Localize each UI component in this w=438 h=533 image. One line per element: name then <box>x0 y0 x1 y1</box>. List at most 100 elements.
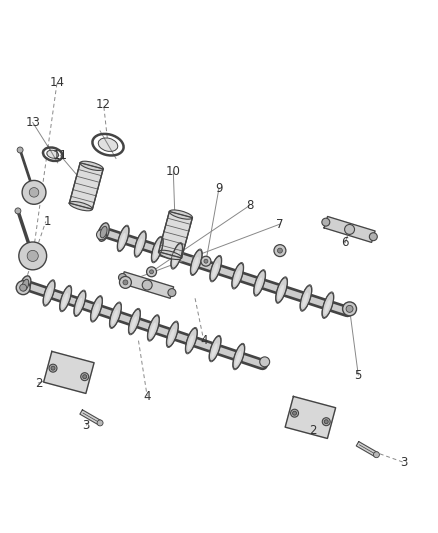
Circle shape <box>260 357 270 367</box>
Circle shape <box>123 280 128 285</box>
Circle shape <box>149 270 154 274</box>
Ellipse shape <box>134 232 146 256</box>
Ellipse shape <box>120 233 126 248</box>
Text: 10: 10 <box>166 165 181 177</box>
Ellipse shape <box>210 256 222 281</box>
Ellipse shape <box>324 300 330 314</box>
Text: 1: 1 <box>43 215 51 228</box>
Ellipse shape <box>171 244 182 268</box>
Ellipse shape <box>100 227 107 238</box>
Ellipse shape <box>276 278 287 302</box>
Circle shape <box>97 420 103 426</box>
Circle shape <box>322 218 330 226</box>
Ellipse shape <box>117 226 129 251</box>
Text: 8: 8 <box>246 199 253 212</box>
Ellipse shape <box>154 244 159 259</box>
Circle shape <box>20 284 27 291</box>
Ellipse shape <box>212 263 218 278</box>
Circle shape <box>277 248 283 253</box>
Circle shape <box>343 302 357 316</box>
Circle shape <box>346 305 353 312</box>
Circle shape <box>83 375 87 378</box>
Ellipse shape <box>80 161 103 171</box>
Ellipse shape <box>20 276 31 294</box>
Text: 5: 5 <box>355 369 362 382</box>
Ellipse shape <box>148 316 159 340</box>
Ellipse shape <box>98 223 109 241</box>
Polygon shape <box>69 163 103 209</box>
Circle shape <box>51 366 55 370</box>
Ellipse shape <box>69 201 92 211</box>
Ellipse shape <box>209 336 221 361</box>
Circle shape <box>369 233 377 241</box>
Ellipse shape <box>43 281 55 305</box>
Ellipse shape <box>62 293 68 308</box>
Ellipse shape <box>129 309 140 334</box>
Ellipse shape <box>60 286 71 311</box>
Circle shape <box>293 411 297 415</box>
Circle shape <box>119 273 127 281</box>
Ellipse shape <box>302 293 308 308</box>
Ellipse shape <box>235 351 241 366</box>
Circle shape <box>49 364 57 372</box>
Ellipse shape <box>212 343 217 358</box>
Text: 6: 6 <box>342 236 349 249</box>
Ellipse shape <box>256 277 262 292</box>
Circle shape <box>168 288 176 296</box>
Ellipse shape <box>46 287 51 302</box>
Ellipse shape <box>173 251 179 265</box>
Polygon shape <box>80 410 101 425</box>
Ellipse shape <box>169 329 175 344</box>
Ellipse shape <box>137 238 142 253</box>
Text: 2: 2 <box>35 376 42 390</box>
Circle shape <box>81 373 88 381</box>
Ellipse shape <box>233 344 244 369</box>
Text: 4: 4 <box>143 390 151 403</box>
Polygon shape <box>356 442 378 457</box>
Ellipse shape <box>193 257 198 271</box>
Text: 2: 2 <box>309 424 316 437</box>
Ellipse shape <box>186 328 197 353</box>
Text: 3: 3 <box>400 456 408 469</box>
Text: 4: 4 <box>200 334 208 347</box>
Circle shape <box>15 208 21 214</box>
Circle shape <box>120 277 131 288</box>
Circle shape <box>16 281 30 295</box>
Ellipse shape <box>188 335 194 350</box>
Circle shape <box>274 245 286 256</box>
Ellipse shape <box>74 291 85 316</box>
Circle shape <box>29 188 39 197</box>
Circle shape <box>374 451 379 458</box>
Circle shape <box>290 409 299 417</box>
Polygon shape <box>121 272 173 298</box>
Circle shape <box>19 242 46 270</box>
Text: 7: 7 <box>276 217 284 231</box>
Circle shape <box>22 181 46 204</box>
Ellipse shape <box>254 271 265 295</box>
Ellipse shape <box>159 251 182 260</box>
Circle shape <box>204 259 208 263</box>
Ellipse shape <box>150 322 156 337</box>
Text: 11: 11 <box>53 149 67 162</box>
Circle shape <box>201 256 211 266</box>
Polygon shape <box>159 212 192 258</box>
Ellipse shape <box>152 237 163 262</box>
Ellipse shape <box>278 285 284 300</box>
Ellipse shape <box>300 286 311 310</box>
Circle shape <box>96 230 106 240</box>
Polygon shape <box>285 397 336 439</box>
Ellipse shape <box>191 250 202 274</box>
Circle shape <box>27 251 38 262</box>
Ellipse shape <box>110 303 121 328</box>
Polygon shape <box>44 351 94 393</box>
Circle shape <box>17 147 23 153</box>
Text: 12: 12 <box>96 99 111 111</box>
Text: 14: 14 <box>49 76 64 88</box>
Text: 13: 13 <box>25 116 40 129</box>
Circle shape <box>322 418 330 426</box>
Ellipse shape <box>98 138 118 151</box>
Polygon shape <box>324 216 375 243</box>
Text: 9: 9 <box>215 182 223 195</box>
Ellipse shape <box>234 270 240 285</box>
Ellipse shape <box>93 303 99 318</box>
